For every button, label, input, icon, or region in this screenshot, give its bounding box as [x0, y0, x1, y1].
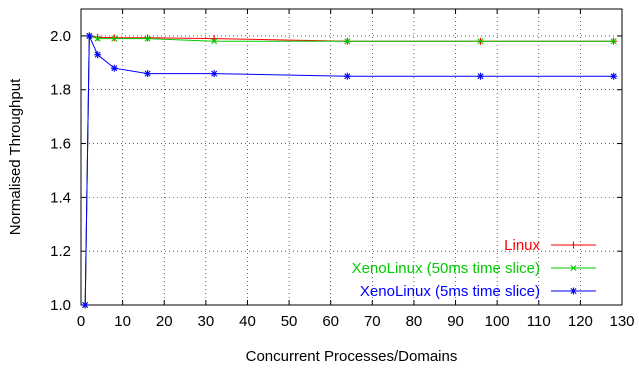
x-tick-label: 90: [447, 313, 464, 330]
data-point: [81, 301, 89, 309]
x-tick-label: 50: [281, 313, 298, 330]
x-tick-label: 100: [485, 313, 510, 330]
axis-ticks: 0 10 20 30 40 50 60 70 80 90 100 110 120 130 1.0 1.2 1.4…: [50, 9, 635, 330]
x-axis-title: Concurrent Processes/Domains: [246, 348, 458, 365]
data-point: [144, 70, 152, 78]
series-group: [81, 32, 618, 309]
data-point: [144, 34, 152, 42]
data-point: [110, 64, 118, 72]
data-point: [144, 35, 151, 42]
data-point: [610, 38, 617, 45]
y-tick-label: 1.2: [50, 243, 71, 260]
data-point: [210, 70, 218, 78]
data-point: [570, 241, 577, 249]
data-point: [94, 35, 101, 42]
data-point: [110, 34, 118, 42]
x-tick-label: 130: [609, 313, 634, 330]
x-tick-label: 20: [156, 313, 173, 330]
y-tick-label: 1.0: [50, 297, 71, 314]
data-point: [94, 33, 102, 41]
data-point: [610, 72, 618, 80]
x-tick-label: 120: [568, 313, 593, 330]
legend-label: XenoLinux (50ms time slice): [352, 260, 540, 277]
x-tick-label: 30: [198, 313, 215, 330]
legend-label: Linux: [504, 237, 540, 254]
data-point: [211, 38, 218, 45]
data-point: [570, 264, 577, 272]
x-tick-label: 0: [77, 313, 85, 330]
x-tick-label: 40: [239, 313, 256, 330]
y-tick-label: 1.6: [50, 136, 71, 153]
data-point: [477, 38, 484, 45]
y-axis-title: Normalised Throughput: [7, 78, 24, 235]
data-point: [344, 38, 351, 45]
data-point: [111, 35, 118, 42]
x-tick-label: 80: [406, 313, 423, 330]
data-point: [85, 32, 93, 40]
legend: Linux XenoLinux (50ms time slice) XenoLinu…: [352, 237, 596, 300]
legend-label: XenoLinux (5ms time slice): [360, 283, 540, 300]
plot-frame: [80, 8, 623, 306]
x-tick-label: 110: [527, 313, 551, 330]
grid: [81, 9, 622, 305]
y-tick-label: 1.4: [50, 189, 71, 206]
x-tick-label: 70: [364, 313, 381, 330]
data-point: [570, 287, 577, 295]
y-tick-label: 2.0: [50, 28, 71, 45]
data-point: [477, 72, 485, 80]
x-tick-label: 60: [322, 313, 339, 330]
data-point: [343, 72, 351, 80]
series-3: [81, 32, 618, 309]
y-tick-label: 1.8: [50, 82, 71, 99]
data-point: [94, 51, 102, 59]
x-tick-label: 10: [114, 313, 131, 330]
